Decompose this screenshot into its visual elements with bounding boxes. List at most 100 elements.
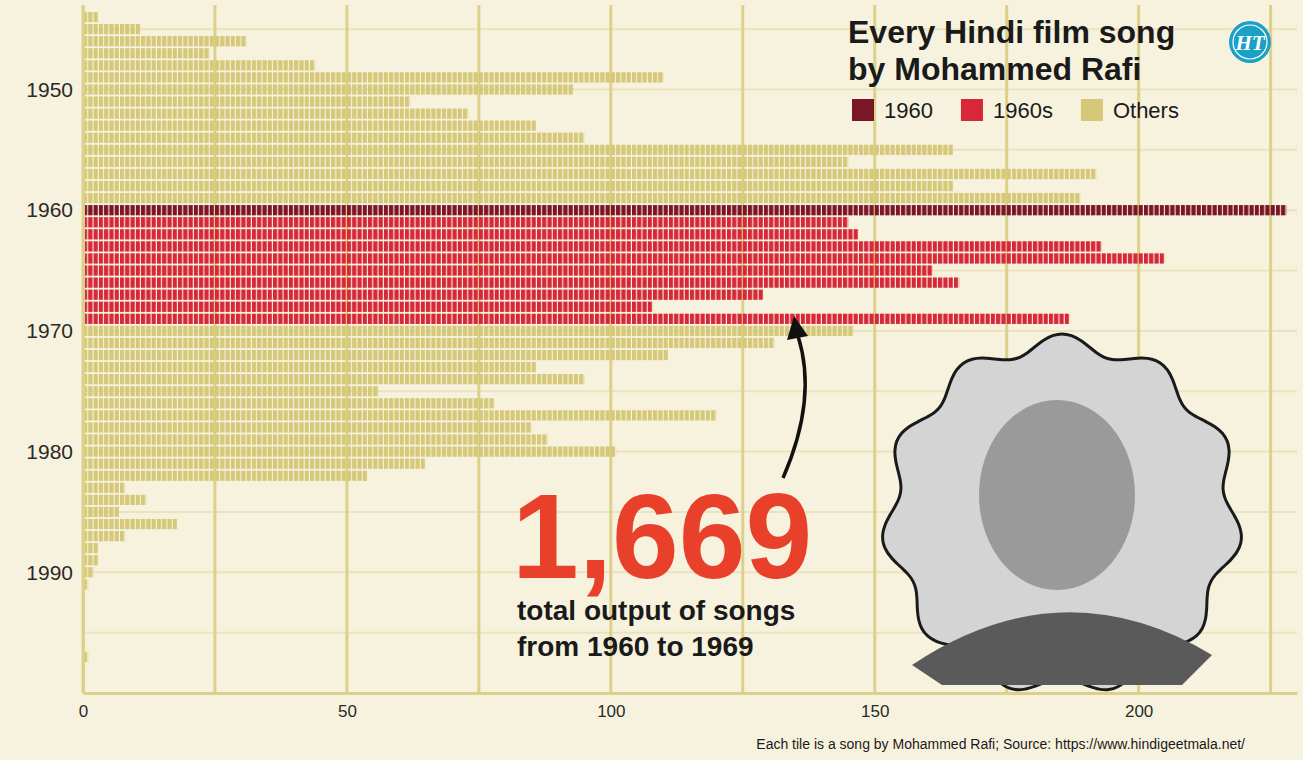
- bar: [83, 241, 1102, 251]
- bar: [83, 193, 1081, 203]
- annotation-arrow: [783, 336, 805, 478]
- title: Every Hindi film songby Mohammed Rafi: [848, 14, 1175, 87]
- grid-line-x: [82, 5, 85, 693]
- bar: [83, 253, 1165, 263]
- legend-label: 1960: [884, 98, 933, 123]
- x-axis: 0 50 100 150 200: [79, 693, 1298, 721]
- grid-line-x: [345, 5, 348, 693]
- bar: [83, 205, 1286, 215]
- tick-label: 0: [79, 702, 88, 721]
- bar: [83, 410, 716, 420]
- annotation-arrowhead: [787, 316, 808, 340]
- text-line: by Mohammed Rafi: [848, 51, 1141, 87]
- bar: [83, 314, 1070, 324]
- tick-label: 1960: [26, 198, 73, 221]
- background: [0, 0, 1303, 760]
- tick: 200: [1125, 693, 1153, 721]
- bar: [83, 519, 178, 529]
- logo-text: HT: [1234, 31, 1265, 55]
- grid-line-x: [213, 5, 216, 693]
- bar: [83, 96, 410, 106]
- legend-label: 1960s: [993, 98, 1053, 123]
- text-line: from 1960 to 1969: [517, 631, 754, 662]
- bar: [83, 36, 247, 46]
- bar: [83, 326, 854, 336]
- bar: [83, 109, 468, 119]
- bar: [83, 157, 848, 167]
- portrait-shape: [979, 400, 1135, 590]
- portrait-shape: [912, 612, 1212, 685]
- grid-line-x: [477, 5, 480, 693]
- tick-label: 1950: [26, 78, 73, 101]
- bar: [83, 60, 315, 70]
- legend-swatch: [852, 99, 874, 121]
- annotation-text: total output of songs from 1960 to 1969: [517, 595, 795, 662]
- bar: [83, 72, 664, 82]
- bar: [83, 290, 764, 300]
- bar: [83, 24, 141, 34]
- tick-label: 50: [338, 702, 357, 721]
- bar: [83, 386, 379, 396]
- plot: 0 50 100 150 200 1950 1960 1970 1980 1990: [26, 5, 1297, 721]
- bar: [83, 459, 426, 469]
- bar: [83, 398, 495, 408]
- tick: 50: [338, 693, 357, 721]
- bar: [83, 277, 959, 287]
- tick: 0: [79, 693, 88, 721]
- tick: 150: [861, 693, 889, 721]
- bar: [83, 229, 859, 239]
- bar: [83, 543, 99, 553]
- bar: [83, 181, 954, 191]
- bar: [83, 531, 125, 541]
- grid: [83, 5, 1297, 693]
- tick: 1990: [26, 561, 83, 584]
- bar: [83, 446, 616, 456]
- bar: [83, 48, 210, 58]
- bar: [83, 434, 547, 444]
- tick-label: 200: [1125, 702, 1153, 721]
- bar: [83, 350, 669, 360]
- tick: 1970: [26, 319, 83, 342]
- axis-line: [82, 6, 85, 694]
- legend-label: Others: [1113, 98, 1179, 123]
- bar: [83, 555, 99, 565]
- bars: [83, 12, 1286, 662]
- bar: [83, 169, 1096, 179]
- portrait-frame: [883, 334, 1242, 690]
- bar: [83, 84, 574, 94]
- bar: [83, 471, 368, 481]
- tick: 1960: [26, 198, 83, 221]
- caption: Each tile is a song by Mohammed Rafi; So…: [756, 736, 1245, 752]
- bar: [83, 217, 848, 227]
- y-axis: 1950 1960 1970 1980 1990: [26, 6, 83, 694]
- logo-circle: [1229, 21, 1271, 63]
- logo-ring: [1233, 25, 1267, 59]
- legend-swatch: [961, 99, 983, 121]
- text-line: Every Hindi film song: [848, 14, 1175, 50]
- tick-label: 100: [597, 702, 625, 721]
- tick-label: 150: [861, 702, 889, 721]
- tick: 1980: [26, 440, 83, 463]
- bar: [83, 121, 537, 131]
- bar: [83, 495, 146, 505]
- bar: [83, 362, 537, 372]
- bar: [83, 12, 99, 22]
- tick: 100: [597, 693, 625, 721]
- axis-line: [84, 692, 1298, 695]
- tick-label: 1970: [26, 319, 73, 342]
- bar: [83, 133, 584, 143]
- bar: [83, 422, 532, 432]
- chart-container: 0 50 100 150 200 1950 1960 1970 1980 1990 Every Hi…: [0, 0, 1303, 760]
- text-line: total output of songs: [517, 595, 795, 626]
- tick-label: 1980: [26, 440, 73, 463]
- legend-swatch: [1081, 99, 1103, 121]
- bar: [83, 483, 125, 493]
- tick-label: 1990: [26, 561, 73, 584]
- bar: [83, 338, 774, 348]
- bar: [83, 507, 120, 517]
- bar: [83, 265, 933, 275]
- bar: [83, 374, 584, 384]
- grid-line-x: [1269, 5, 1272, 693]
- annotation-number: 1,669: [512, 469, 812, 603]
- bar: [83, 302, 653, 312]
